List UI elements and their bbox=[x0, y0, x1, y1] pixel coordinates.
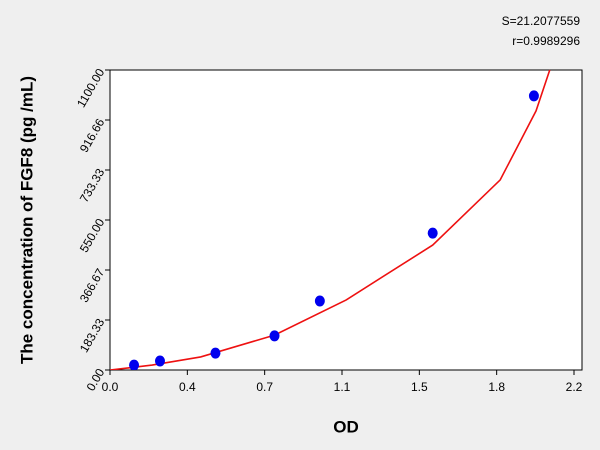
x-tick-label: 1.1 bbox=[334, 380, 351, 394]
x-tick-label: 0.4 bbox=[179, 380, 196, 394]
x-tick-label: 0.0 bbox=[102, 380, 119, 394]
plot-area bbox=[109, 69, 583, 371]
y-tick-label: 183.33 bbox=[77, 316, 108, 355]
data-point bbox=[427, 227, 438, 239]
plot-layer bbox=[110, 69, 551, 370]
y-tick-label: 733.33 bbox=[77, 166, 108, 205]
data-point bbox=[154, 355, 165, 367]
data-point bbox=[129, 359, 140, 370]
data-point bbox=[210, 347, 221, 359]
data-point bbox=[314, 295, 325, 307]
x-tick-label: 1.5 bbox=[411, 380, 428, 394]
y-tick-label: 366.67 bbox=[77, 266, 108, 305]
x-tick-label: 0.7 bbox=[256, 380, 273, 394]
annotation: S=21.2077559 bbox=[502, 14, 581, 28]
y-tick-label: 1100.00 bbox=[74, 66, 108, 110]
data-point bbox=[269, 330, 280, 342]
y-tick-label: 916.66 bbox=[77, 116, 108, 155]
y-axis-title: The concentration of FGF8 (pg /mL) bbox=[17, 76, 36, 364]
y-tick-label: 550.00 bbox=[77, 216, 108, 255]
x-tick-label: 1.8 bbox=[488, 380, 505, 394]
fit-curve bbox=[110, 69, 551, 370]
data-point bbox=[528, 90, 539, 102]
annotation: r=0.9989296 bbox=[512, 34, 580, 48]
x-axis-title: OD bbox=[333, 417, 359, 436]
x-tick-label: 2.2 bbox=[566, 380, 583, 394]
